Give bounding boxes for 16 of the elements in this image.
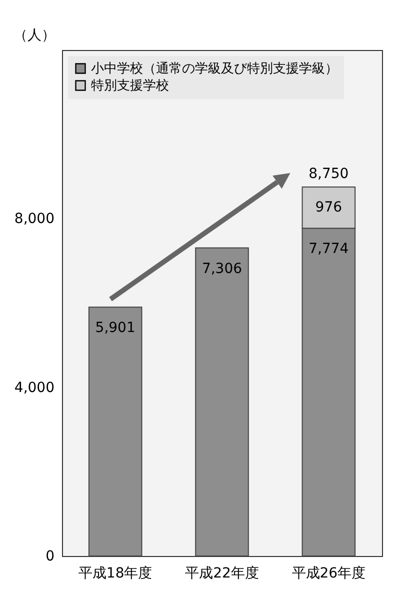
bar [195,247,249,556]
data-label: 7,306 [202,260,242,277]
y-tick-label: 4,000 [14,380,54,396]
y-tick-label: 8,000 [14,211,54,228]
legend-label: 特別支援学校 [91,78,169,94]
y-tick-label: 0 [46,548,54,564]
x-tick-label: 平成22年度 [185,566,259,582]
x-tick-label: 平成26年度 [292,566,366,582]
total-label: 8,750 [308,166,349,182]
data-label: 5,901 [95,320,136,336]
y-axis-title: （人） [14,28,56,44]
data-label: 976 [315,200,342,216]
x-tick-label: 平成18年度 [78,566,152,582]
bar [88,306,142,556]
legend-label: 小中学校（通常の学級及び特別支援学級） [91,62,338,76]
data-label: 7,774 [308,241,349,258]
